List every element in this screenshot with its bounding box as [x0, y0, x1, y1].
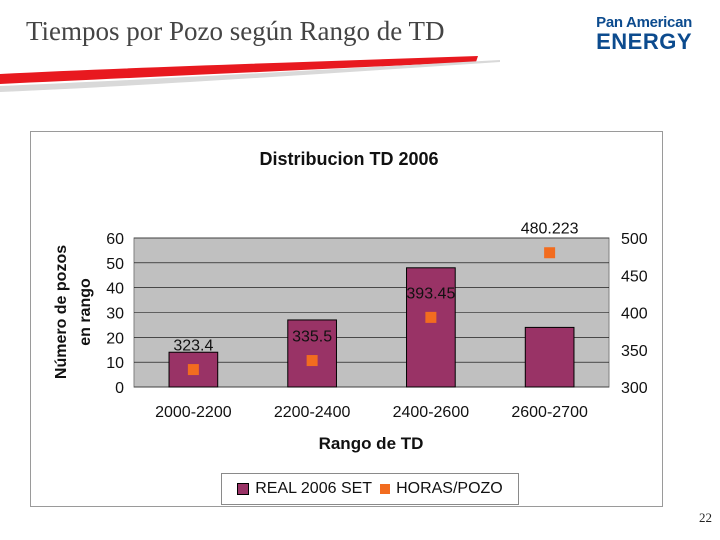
marker-point [306, 355, 318, 367]
data-label: 480.223 [521, 221, 579, 238]
bar [287, 319, 337, 388]
y-tick-label: 60 [106, 231, 124, 248]
data-label: 323.4 [173, 338, 213, 355]
marker-point [425, 311, 437, 323]
x-tick-label: 2600-2700 [511, 404, 588, 421]
y-tick-label: 30 [106, 306, 124, 323]
logo-line-2: ENERGY [596, 29, 692, 54]
y-axis-label-line-2: en rango [77, 278, 94, 346]
company-logo: Pan American ENERGY [578, 10, 696, 64]
swoosh-stripe-main [0, 56, 478, 84]
y-tick-label: 50 [106, 256, 124, 273]
chart-frame: Distribucion TD 2006 323.4 335.5 393.45 480… [30, 131, 663, 507]
y-tick-label: 40 [106, 281, 124, 298]
y2-tick-label: 450 [621, 268, 648, 285]
bar [524, 326, 575, 388]
chart-title: Distribucion TD 2006 [259, 149, 438, 169]
logo-line-1: Pan American [596, 14, 692, 31]
y-tick-label: 20 [106, 330, 124, 347]
legend-item-bar: REAL 2006 SET [237, 480, 372, 498]
swoosh-stripe-shadow [0, 60, 500, 92]
legend-swatch-marker [380, 484, 391, 494]
slide-title: Tiempos por Pozo según Rango de TD [26, 16, 445, 46]
x-tick-label: 2400-2600 [393, 404, 470, 421]
chart-svg: Distribucion TD 2006 323.4 335.5 393.45 480… [53, 149, 648, 453]
data-label: 393.45 [406, 285, 455, 302]
legend-label-marker: HORAS/POZO [396, 480, 503, 497]
x-tick-label: 2000-2200 [155, 404, 232, 421]
data-label: 335.5 [292, 329, 332, 346]
legend-label-bar: REAL 2006 SET [255, 480, 373, 497]
y-tick-label: 10 [106, 355, 124, 372]
bar [406, 267, 456, 388]
marker-point [544, 247, 556, 259]
y2-tick-label: 350 [621, 343, 648, 360]
legend-swatch-bar [237, 483, 250, 495]
legend-item-marker: HORAS/POZO [380, 480, 503, 498]
page-number: 22 [699, 510, 712, 525]
y2-tick-label: 300 [621, 380, 648, 397]
x-axis-label: Rango de TD [319, 434, 424, 453]
header-swoosh-decoration [0, 56, 500, 92]
y2-tick-label: 500 [621, 231, 648, 248]
y-tick-label: 0 [115, 380, 124, 397]
y2-tick-label: 400 [621, 306, 648, 323]
y-axis-label-line-1: Número de pozos [53, 245, 70, 379]
chart-legend: REAL 2006 SET HORAS/POZO [221, 473, 519, 505]
x-tick-label: 2200-2400 [274, 404, 351, 421]
marker-point [187, 364, 199, 376]
